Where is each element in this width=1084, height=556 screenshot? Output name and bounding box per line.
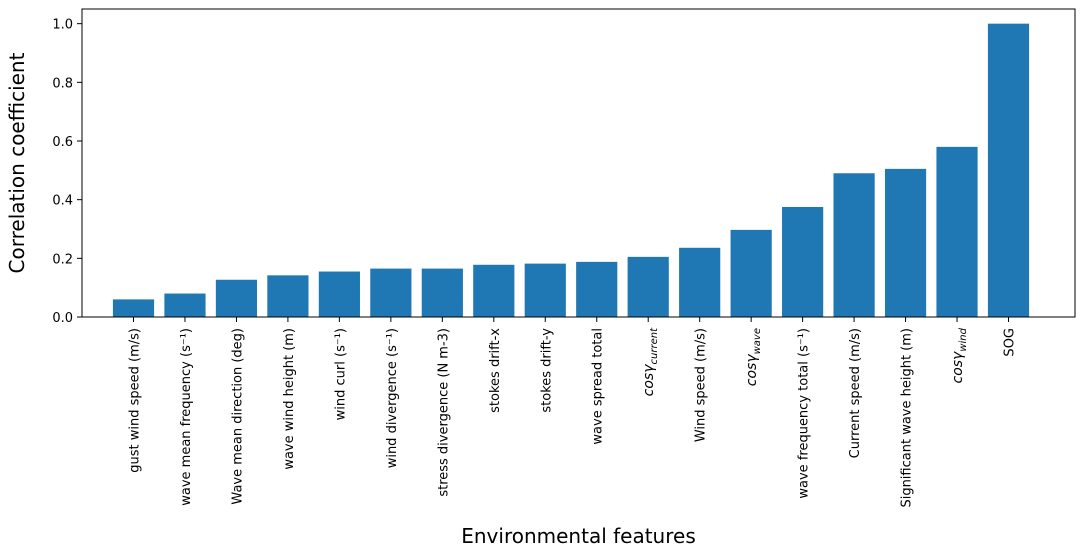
bar	[267, 275, 309, 317]
y-axis: 0.0 0.2 0.4 0.6 0.8 1.0	[52, 18, 82, 326]
y-tick-label: 0.4	[52, 194, 73, 209]
y-tick-label: 0.0	[52, 311, 73, 326]
x-tick-label: Significant wave height (m)	[900, 328, 915, 508]
x-axis-title: Environmental features	[461, 524, 696, 548]
bar	[215, 279, 258, 317]
x-tick-label: stokes drift-y	[539, 328, 554, 413]
bar	[576, 261, 618, 317]
y-tick-label: 1.0	[52, 18, 73, 33]
x-tick-label: stokes drift-x	[488, 328, 503, 413]
x-tick-label: wave wind height (m)	[282, 328, 297, 470]
bars-group	[112, 23, 1030, 318]
bar	[627, 256, 669, 317]
y-tick-label: 0.8	[52, 76, 73, 91]
bar	[884, 168, 927, 317]
bar	[112, 299, 155, 317]
x-tick-label: cosγwave	[744, 328, 763, 386]
y-tick-label: 0.2	[52, 252, 73, 267]
x-tick-label: wave frequency total (s⁻¹)	[797, 328, 812, 499]
bar	[524, 263, 566, 317]
y-axis-title: Correlation coefficient	[5, 52, 29, 273]
x-axis: gust wind speed (m/s) wave mean frequency…	[128, 317, 1018, 508]
bar	[782, 207, 824, 317]
bar	[833, 173, 875, 317]
x-tick-label: wind curl (s⁻¹)	[333, 328, 348, 420]
x-tick-label: wave mean frequency (s⁻¹)	[179, 328, 194, 506]
bar	[730, 229, 772, 317]
x-tick-label: Current speed (m/s)	[848, 328, 863, 458]
bar	[421, 268, 463, 317]
x-tick-label: gust wind speed (m/s)	[128, 328, 143, 473]
x-tick-label: wind divergence (s⁻¹)	[385, 328, 400, 468]
plot-frame	[81, 8, 1076, 318]
x-tick-label: Wind speed (m/s)	[694, 328, 709, 442]
bar	[679, 247, 721, 317]
bar	[318, 271, 360, 317]
x-tick-label: cosγwind	[950, 327, 969, 383]
bar	[987, 23, 1030, 318]
x-tick-label: SOG	[1003, 328, 1018, 357]
x-tick-label: Wave mean direction (deg)	[230, 328, 245, 505]
x-tick-label: stress divergence (N m-3)	[436, 328, 451, 497]
bar	[164, 293, 206, 317]
x-tick-label: wave spread total	[591, 328, 606, 445]
x-tick-label: cosγcurrent	[641, 327, 660, 396]
bar	[936, 146, 978, 317]
y-tick-label: 0.6	[52, 135, 73, 150]
bar	[370, 268, 412, 317]
bar	[473, 264, 515, 317]
